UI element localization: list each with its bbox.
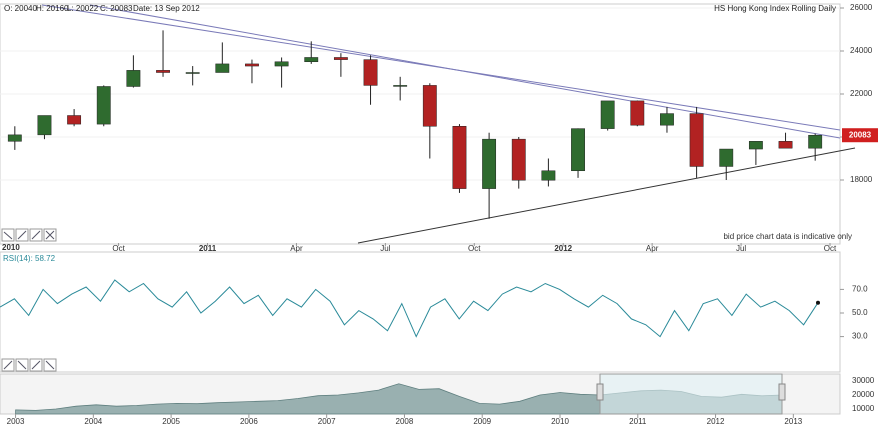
candle-body [541, 170, 556, 181]
last-price-label: 20083 [849, 130, 872, 139]
x-tick-label: 2007 [318, 417, 336, 426]
y-tick-label: 10000 [852, 404, 875, 413]
rsi-panel [0, 251, 841, 373]
trend-line [89, 4, 841, 139]
rsi-last-point [816, 300, 820, 305]
candle-body [689, 113, 704, 167]
toolbar[interactable] [1, 228, 57, 372]
y-tick-label: 22000 [850, 89, 873, 98]
y-tick-label: 18000 [850, 175, 873, 184]
candle-body [363, 59, 378, 86]
ohlc-high: H: 20160 [36, 4, 69, 13]
candle-body [96, 86, 111, 125]
ohlc-date: Date: 13 Sep 2012 [133, 4, 200, 13]
x-tick-label: 2008 [396, 417, 414, 426]
candle-body [452, 126, 467, 189]
y-tick-label: 30.0 [852, 332, 868, 341]
x-tick-label: 2012 [554, 244, 572, 253]
x-tick-label: 2009 [473, 417, 491, 426]
x-tick-label: Apr [290, 244, 303, 253]
x-tick-label: Jul [736, 244, 746, 253]
navigator-handle[interactable] [596, 383, 604, 401]
candle-body [215, 63, 230, 73]
navigator-handle[interactable] [778, 383, 786, 401]
price-panel [0, 3, 841, 245]
x-start-label: 2010 [2, 243, 20, 252]
candle-body [660, 113, 674, 126]
x-tick-label: 2005 [162, 417, 180, 426]
candle-body [600, 100, 615, 129]
candle-body [333, 57, 348, 60]
x-tick-label: Apr [646, 244, 659, 253]
candle-body [304, 57, 319, 63]
last-price-badge [842, 128, 878, 143]
candle-body [37, 115, 52, 136]
x-tick-label: Oct [824, 244, 837, 253]
candle-body [156, 70, 170, 73]
x-tick-label: Jul [380, 244, 390, 253]
candle-body [571, 128, 585, 172]
candle-body [7, 134, 22, 142]
candle-body [808, 134, 823, 149]
candle-body [482, 138, 497, 189]
candle-body [511, 138, 526, 181]
x-tick-label: 2006 [240, 417, 258, 426]
y-tick-label: 50.0 [852, 308, 868, 317]
x-tick-label: 2004 [84, 417, 102, 426]
candle-body [630, 100, 645, 126]
y-tick-label: 30000 [852, 376, 875, 385]
x-tick-label: 2012 [707, 417, 725, 426]
candle-body [185, 72, 200, 74]
disclaimer: bid price chart data is indicative only [723, 232, 852, 241]
y-tick-label: 26000 [850, 3, 873, 12]
candle-body [422, 85, 437, 127]
ohlc-low: L: 20022 [67, 4, 99, 13]
rsi-line [0, 279, 819, 338]
x-tick-label: 2013 [784, 417, 802, 426]
ohlc-open: O: 20040 [4, 4, 37, 13]
y-tick-label: 24000 [850, 46, 873, 55]
candle-body [274, 61, 289, 67]
y-tick-label: 20000 [852, 390, 875, 399]
candle-body [719, 148, 734, 167]
tool-icons [3, 360, 55, 370]
candle-body [778, 141, 793, 149]
x-tick-label: 2010 [551, 417, 569, 426]
ohlc-close: C: 20083 [100, 4, 133, 13]
navigator-window[interactable] [596, 373, 786, 415]
x-tick-label: 2011 [199, 244, 217, 253]
candle-body [67, 115, 82, 125]
chart-title: HS Hong Kong Index Rolling Daily [714, 4, 836, 13]
tool-icons [3, 230, 55, 240]
x-tick-label: 2003 [7, 417, 25, 426]
x-tick-label: 2011 [629, 417, 647, 426]
trend-line [357, 147, 856, 244]
navigator-selection[interactable] [599, 373, 783, 415]
y-tick-label: 70.0 [852, 285, 868, 294]
trend-lines [41, 4, 856, 244]
x-tick-label: Oct [468, 244, 481, 253]
x-tick-label: Oct [112, 244, 125, 253]
candle-body [748, 141, 763, 150]
rsi-label: RSI(14): 58.72 [3, 254, 56, 263]
candle-body [126, 70, 141, 87]
candle-body [393, 85, 408, 87]
candle-body [245, 63, 259, 67]
